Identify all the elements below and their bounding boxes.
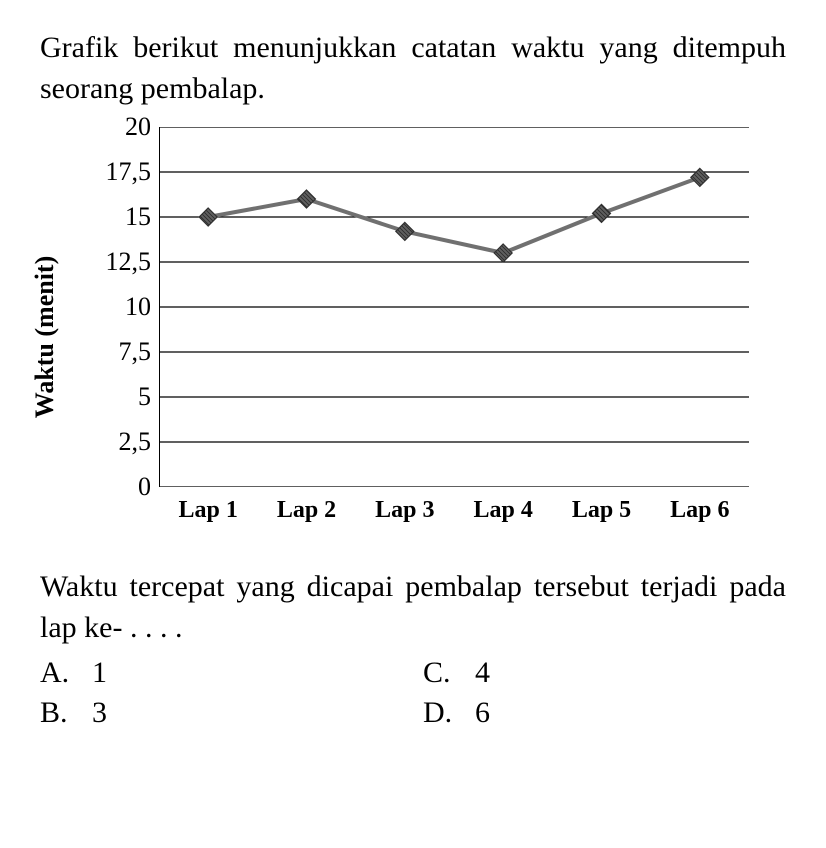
chart-svg: [159, 127, 749, 487]
option-b: B. 3: [40, 696, 403, 730]
y-tick-label: 7,5: [91, 337, 151, 367]
y-tick-label: 0: [91, 472, 151, 502]
option-text: 3: [92, 696, 107, 730]
y-axis-label: Waktu (menit): [30, 256, 60, 419]
y-axis-ticks: 02,557,51012,51517,520: [91, 127, 151, 487]
option-c: C. 4: [423, 656, 786, 690]
option-text: 4: [475, 656, 490, 690]
prompt-text: Waktu tercepat yang dicapai pembalap ter…: [40, 567, 786, 648]
option-letter: B.: [40, 696, 92, 730]
x-tick-label: Lap 4: [473, 497, 532, 524]
x-tick-label: Lap 6: [670, 497, 729, 524]
answer-options: A. 1 C. 4 B. 3 D. 6: [40, 656, 786, 730]
option-letter: D.: [423, 696, 475, 730]
x-tick-label: Lap 3: [375, 497, 434, 524]
y-tick-label: 12,5: [91, 247, 151, 277]
x-tick-label: Lap 2: [277, 497, 336, 524]
y-tick-label: 10: [91, 292, 151, 322]
x-tick-label: Lap 5: [572, 497, 631, 524]
option-a: A. 1: [40, 656, 403, 690]
option-letter: A.: [40, 656, 92, 690]
y-tick-label: 2,5: [91, 427, 151, 457]
y-tick-label: 17,5: [91, 157, 151, 187]
option-d: D. 6: [423, 696, 786, 730]
x-tick-label: Lap 1: [178, 497, 237, 524]
option-text: 6: [475, 696, 490, 730]
question-text: Grafik berikut menunjukkan catatan waktu…: [40, 28, 786, 109]
option-letter: C.: [423, 656, 475, 690]
chart-plot-area: [159, 127, 749, 487]
x-axis-ticks: Lap 1 Lap 2 Lap 3 Lap 4 Lap 5 Lap 6: [159, 497, 749, 537]
y-tick-label: 15: [91, 202, 151, 232]
y-tick-label: 5: [91, 382, 151, 412]
lap-time-chart: Waktu (menit) 02,557,51012,51517,520 Lap…: [63, 127, 763, 547]
y-tick-label: 20: [91, 112, 151, 142]
option-text: 1: [92, 656, 107, 690]
